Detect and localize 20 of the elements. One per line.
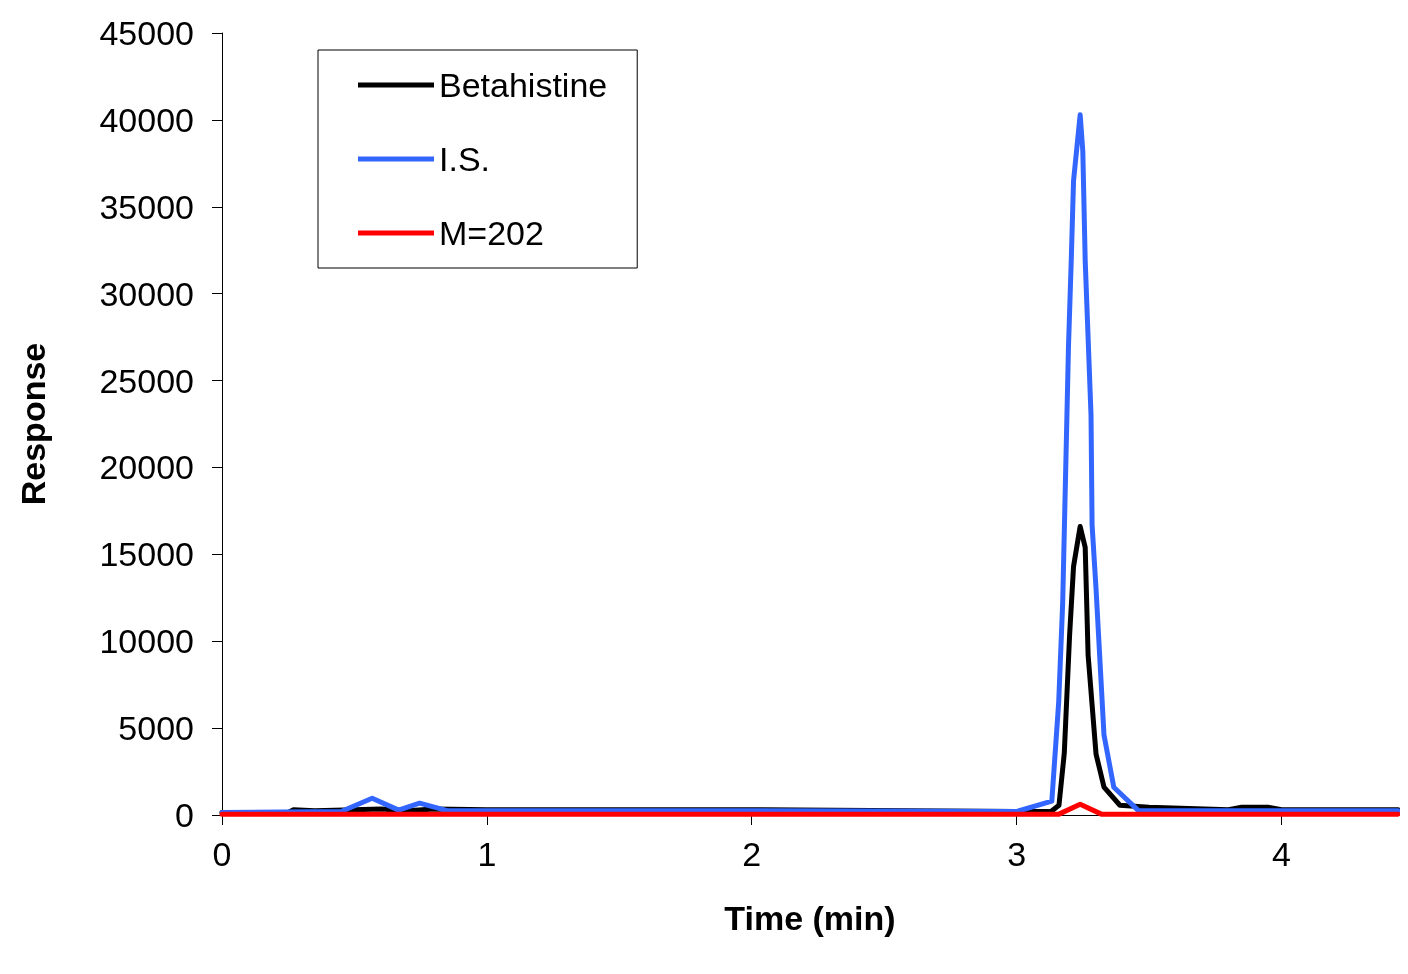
y-tick-label: 15000 — [99, 535, 194, 574]
y-tick-label: 35000 — [99, 187, 194, 226]
y-axis-title: Response — [14, 342, 52, 506]
x-tick-label: 0 — [212, 835, 232, 873]
x-axis-title: Time (min) — [724, 899, 896, 937]
y-tick-label: 10000 — [99, 622, 194, 661]
y-tick-label: 0 — [175, 796, 194, 834]
y-tick-label: 45000 — [99, 14, 194, 52]
x-tick-label: 1 — [477, 835, 497, 873]
legend-label: Betahistine — [439, 66, 608, 104]
legend-label: I.S. — [439, 140, 491, 178]
y-tick-label: 30000 — [99, 274, 194, 313]
y-tick-label: 20000 — [99, 448, 194, 487]
x-tick-label: 3 — [1007, 835, 1027, 873]
x-tick-label: 2 — [742, 835, 762, 873]
y-tick-label: 40000 — [99, 100, 194, 139]
x-tick-label: 4 — [1272, 835, 1291, 873]
y-tick-label: 5000 — [118, 709, 194, 748]
y-tick-label: 25000 — [99, 361, 194, 400]
legend-label: M=202 — [439, 214, 544, 252]
